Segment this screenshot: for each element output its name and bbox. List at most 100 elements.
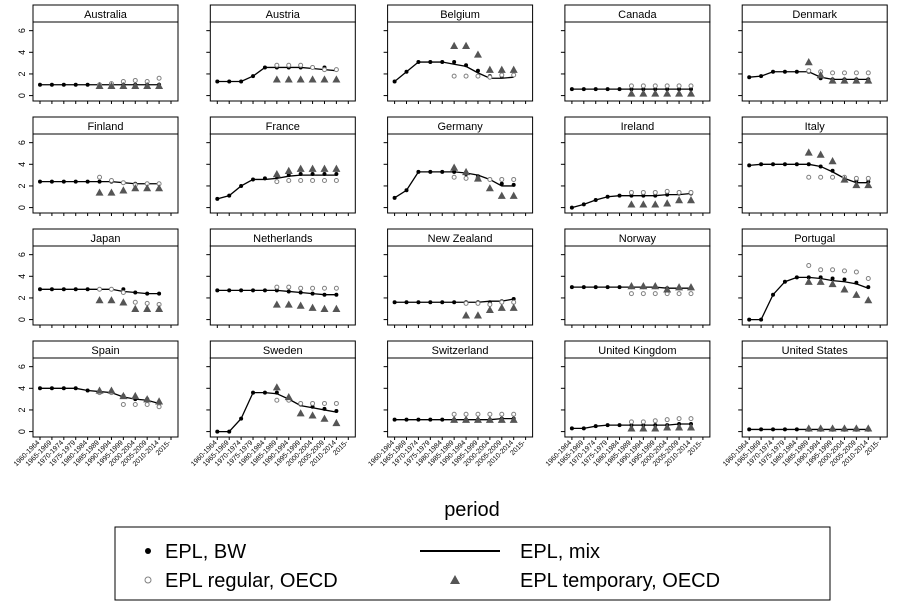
triangle-marker <box>852 290 861 298</box>
circle-marker <box>511 72 517 78</box>
circle-marker <box>475 73 481 79</box>
plot-frame <box>387 21 534 102</box>
triangle-marker <box>272 170 281 178</box>
triangle-marker <box>627 89 636 97</box>
circle-marker <box>310 64 316 70</box>
plot-frame <box>387 133 534 214</box>
triangle-marker <box>828 76 837 84</box>
triangle-marker <box>119 81 128 90</box>
circle-marker <box>487 411 493 417</box>
circle-marker <box>286 62 292 68</box>
y-tick-label: 6 <box>17 252 27 257</box>
triangle-marker <box>143 395 152 403</box>
plot-frame <box>209 357 356 438</box>
circle-marker <box>286 178 292 184</box>
legend-label: EPL, mix <box>520 541 600 563</box>
circle-marker <box>463 411 469 417</box>
triangle-marker <box>828 279 837 288</box>
circle-marker <box>499 411 505 417</box>
triangle-marker <box>296 75 305 83</box>
circle-marker <box>97 174 103 180</box>
triangle-marker <box>450 415 459 423</box>
plot-frame <box>209 21 356 102</box>
circle-marker <box>487 301 493 307</box>
triangle-marker <box>627 282 636 290</box>
triangle-marker <box>840 76 849 84</box>
triangle-marker <box>95 188 104 196</box>
triangle-marker <box>272 383 281 391</box>
circle-marker <box>298 178 304 184</box>
circle-marker <box>120 180 126 186</box>
y-tick-label: 4 <box>17 162 27 167</box>
triangle-marker <box>131 304 140 312</box>
circle-marker <box>298 285 304 291</box>
triangle-marker <box>296 301 305 309</box>
circle-marker <box>333 285 339 291</box>
circle-marker <box>298 62 304 68</box>
panel-title: Netherlands <box>253 233 313 245</box>
triangle-marker <box>675 89 684 97</box>
circle-marker <box>865 70 871 76</box>
triangle-marker <box>155 397 164 405</box>
y-tick-label: 0 <box>17 205 27 210</box>
legend-box <box>114 526 831 601</box>
plot-frame <box>564 21 711 102</box>
circle-marker <box>688 83 694 89</box>
circle-marker <box>664 83 670 89</box>
circle-marker <box>853 70 859 76</box>
triangle-marker <box>473 174 482 182</box>
triangle-marker <box>651 282 660 290</box>
circle-marker <box>310 400 316 406</box>
series-line <box>749 163 869 184</box>
triangle-marker <box>284 75 293 83</box>
triangle-marker <box>840 175 849 183</box>
triangle-marker <box>155 184 164 192</box>
triangle-marker <box>509 415 518 423</box>
triangle-marker <box>675 423 684 431</box>
circle-marker <box>321 178 327 184</box>
circle-marker <box>511 411 517 417</box>
circle-marker <box>628 419 634 425</box>
panel-title: Norway <box>619 233 657 245</box>
series-line <box>571 192 692 209</box>
triangle-marker <box>131 391 140 400</box>
circle-marker <box>640 291 646 297</box>
triangle-marker <box>864 424 873 432</box>
circle-marker <box>640 189 646 195</box>
plot-frame <box>564 245 711 326</box>
circle-marker <box>120 402 126 408</box>
circle-marker <box>120 290 126 296</box>
plot-frame <box>564 357 711 438</box>
triangle-marker <box>804 58 813 66</box>
series-line <box>394 298 514 303</box>
triangle-marker <box>131 81 140 90</box>
circle-marker <box>475 411 481 417</box>
triangle-marker <box>497 65 506 73</box>
plot-frame <box>32 245 179 326</box>
panel-title: Australia <box>84 9 128 21</box>
circle-marker <box>499 176 505 182</box>
triangle-marker <box>804 424 813 432</box>
triangle-marker <box>816 277 825 285</box>
panel-title: New Zealand <box>428 233 493 245</box>
circle-marker <box>108 178 114 184</box>
circle-marker <box>333 67 339 73</box>
triangle-marker <box>284 392 293 401</box>
circle-marker <box>310 285 316 291</box>
triangle-marker <box>320 304 329 312</box>
panel-title: Portugal <box>794 233 835 245</box>
triangle-marker <box>497 303 506 311</box>
circle-marker <box>108 286 114 292</box>
circle-marker <box>499 72 505 78</box>
triangle-marker <box>119 298 128 306</box>
circle-marker <box>830 267 836 273</box>
triangle-marker <box>107 188 116 196</box>
triangle-marker <box>852 180 861 189</box>
triangle-marker <box>651 424 660 432</box>
circle-marker <box>274 62 280 68</box>
panel-title: United States <box>782 345 849 357</box>
circle-marker <box>310 178 316 184</box>
circle-marker <box>865 175 871 181</box>
triangle-marker <box>675 196 684 204</box>
triangle-marker <box>462 311 471 319</box>
